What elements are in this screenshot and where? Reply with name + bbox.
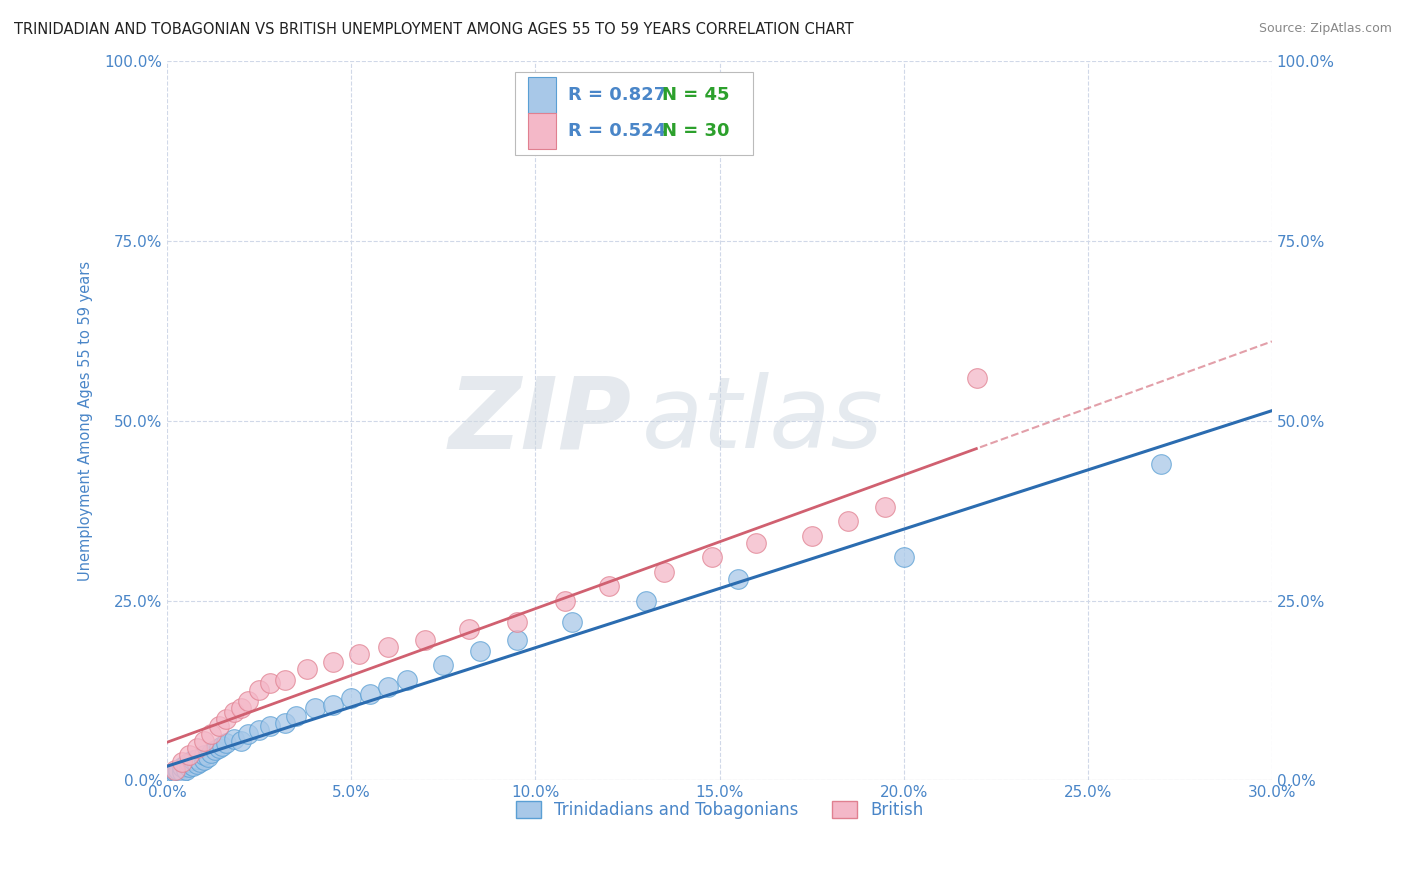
Point <box>727 572 749 586</box>
Point <box>190 756 212 770</box>
Text: N = 45: N = 45 <box>662 86 730 104</box>
Text: R = 0.827: R = 0.827 <box>568 86 666 104</box>
Point <box>458 622 481 636</box>
Text: ZIP: ZIP <box>449 372 631 469</box>
Point <box>285 708 308 723</box>
Legend: Trinidadians and Tobagonians, British: Trinidadians and Tobagonians, British <box>509 795 929 826</box>
Point <box>247 723 270 737</box>
Point <box>745 536 768 550</box>
Point <box>211 739 233 753</box>
Point <box>893 550 915 565</box>
Point <box>413 633 436 648</box>
Point <box>238 694 260 708</box>
Point <box>395 673 418 687</box>
Point <box>186 740 208 755</box>
Point <box>193 753 215 767</box>
Point <box>170 764 193 779</box>
Point <box>222 731 245 746</box>
Point <box>215 712 238 726</box>
Point <box>322 655 344 669</box>
Point <box>208 719 231 733</box>
Point <box>179 748 201 763</box>
Point <box>340 690 363 705</box>
Point <box>193 733 215 747</box>
Point <box>359 687 381 701</box>
Point <box>179 756 201 770</box>
Point <box>229 733 252 747</box>
Text: N = 30: N = 30 <box>662 122 730 140</box>
Point <box>800 529 823 543</box>
Point <box>470 644 492 658</box>
Text: atlas: atlas <box>643 372 884 469</box>
Point <box>174 757 197 772</box>
Point <box>200 726 222 740</box>
Point <box>181 759 204 773</box>
Point <box>506 615 529 629</box>
Point <box>186 757 208 772</box>
Text: TRINIDADIAN AND TOBAGONIAN VS BRITISH UNEMPLOYMENT AMONG AGES 55 TO 59 YEARS COR: TRINIDADIAN AND TOBAGONIAN VS BRITISH UN… <box>14 22 853 37</box>
Point <box>966 370 988 384</box>
Point <box>377 640 399 655</box>
Point <box>837 515 859 529</box>
Point <box>274 715 297 730</box>
Point <box>229 701 252 715</box>
Point <box>222 705 245 719</box>
Point <box>181 753 204 767</box>
Point <box>304 701 326 715</box>
Point <box>295 662 318 676</box>
Point <box>598 579 620 593</box>
Point <box>1150 457 1173 471</box>
Point <box>247 683 270 698</box>
Text: R = 0.524: R = 0.524 <box>568 122 666 140</box>
Point <box>186 752 208 766</box>
Point <box>167 763 190 777</box>
Point <box>875 500 897 514</box>
Point <box>163 763 186 777</box>
FancyBboxPatch shape <box>515 72 752 154</box>
Point <box>193 748 215 763</box>
Point <box>654 565 676 579</box>
Point <box>561 615 583 629</box>
Point <box>215 736 238 750</box>
Point <box>179 760 201 774</box>
Point <box>170 756 193 770</box>
Point <box>174 763 197 777</box>
Point <box>274 673 297 687</box>
Point <box>702 550 724 565</box>
Bar <box>529 77 557 113</box>
Point <box>322 698 344 712</box>
Point <box>259 676 281 690</box>
Point <box>197 750 219 764</box>
Bar <box>529 113 557 149</box>
Point <box>506 633 529 648</box>
Point <box>204 743 226 757</box>
Point <box>200 746 222 760</box>
Point <box>160 770 183 784</box>
Point <box>163 764 186 779</box>
Point <box>554 593 576 607</box>
Text: Source: ZipAtlas.com: Source: ZipAtlas.com <box>1258 22 1392 36</box>
Point <box>259 719 281 733</box>
Point <box>163 767 186 781</box>
Point <box>238 726 260 740</box>
Point <box>347 648 370 662</box>
Point <box>208 740 231 755</box>
Point <box>377 680 399 694</box>
Point <box>167 766 190 780</box>
Point <box>432 658 454 673</box>
Y-axis label: Unemployment Among Ages 55 to 59 years: Unemployment Among Ages 55 to 59 years <box>79 260 93 581</box>
Point <box>634 593 657 607</box>
Point <box>170 760 193 774</box>
